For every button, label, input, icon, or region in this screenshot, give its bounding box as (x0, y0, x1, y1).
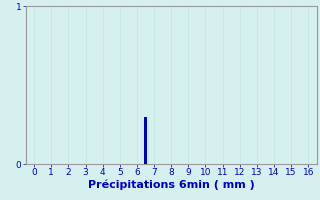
X-axis label: Précipitations 6min ( mm ): Précipitations 6min ( mm ) (88, 180, 255, 190)
Bar (144, 117, 147, 164)
